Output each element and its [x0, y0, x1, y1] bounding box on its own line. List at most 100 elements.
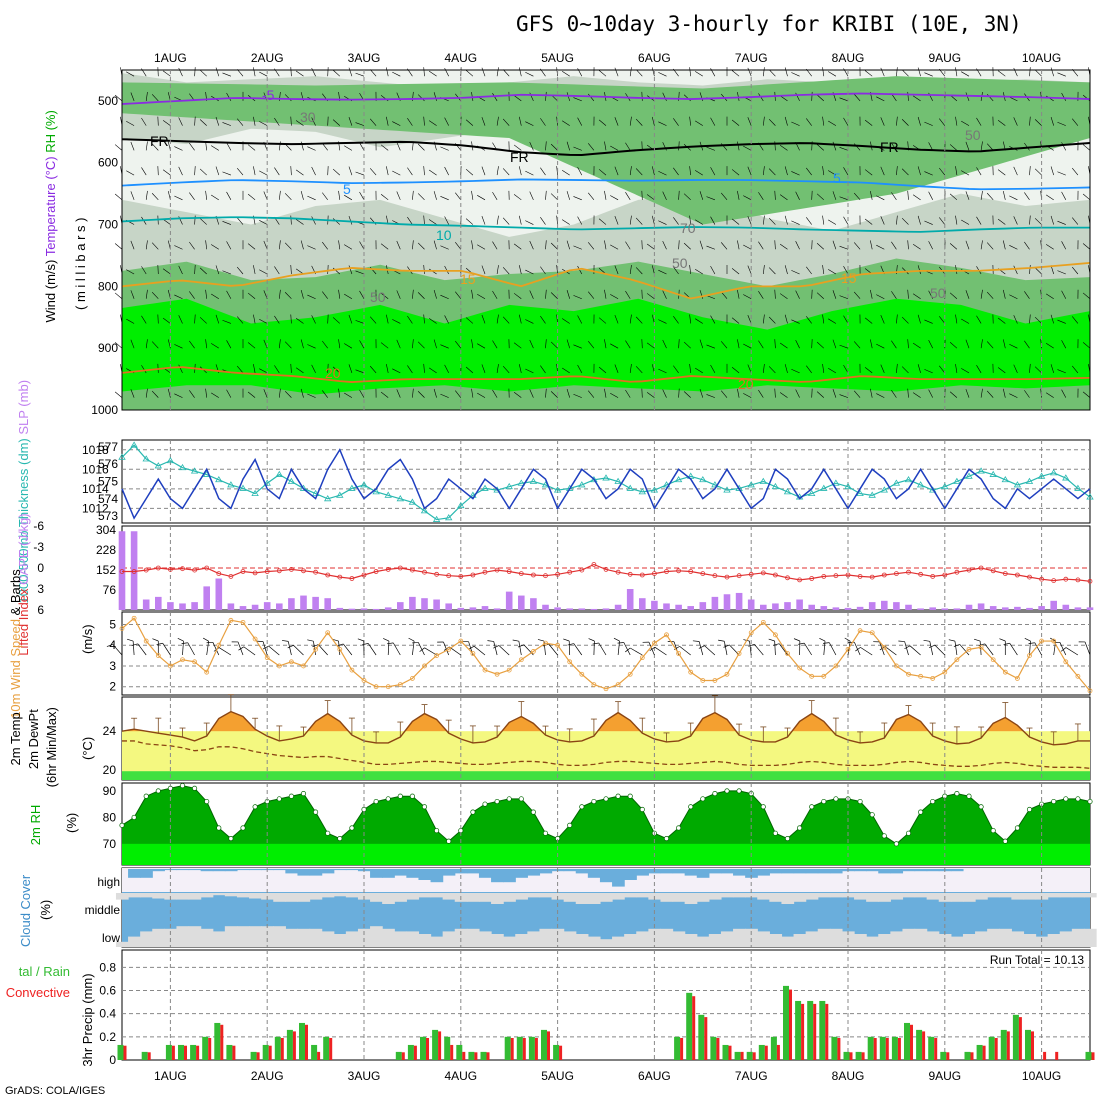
wind-barb	[523, 644, 534, 656]
wind-barb	[635, 69, 643, 77]
cloud-middle-cell	[769, 893, 783, 902]
rh2m-point	[179, 783, 186, 789]
wind-barb	[106, 644, 113, 647]
wind-barb	[1061, 340, 1067, 349]
date-label: 4AUG	[444, 51, 477, 65]
y-tick-label: 900	[98, 341, 118, 355]
wind-barb	[493, 645, 500, 649]
wind-barb	[338, 190, 341, 200]
cloud-low-cell	[454, 928, 468, 947]
top-date-axis: 1AUG 2AUG 3AUG 4AUG 5AUG 6AUG 7AUG 8AUG 9AUG 10AU…	[154, 51, 1061, 65]
wind-barb	[747, 67, 752, 77]
lifted-index-point	[1039, 576, 1044, 582]
cloud-middle-cell	[587, 893, 601, 904]
precip-total-bar	[165, 1044, 172, 1060]
precip-total-bar	[770, 1036, 777, 1060]
wind-barb	[1029, 215, 1031, 225]
wind-barb	[130, 92, 135, 102]
wind-barb	[259, 368, 268, 374]
wind-barb	[610, 343, 619, 349]
wind-barb	[307, 393, 316, 398]
cape-bar	[1026, 607, 1033, 610]
wind-barb	[433, 339, 437, 349]
wind-barb	[322, 192, 328, 200]
wind-barb	[477, 392, 486, 398]
thickness-point	[1074, 484, 1082, 491]
wind-barb	[658, 121, 667, 126]
thickness-point	[444, 514, 453, 521]
wind-barb	[573, 393, 582, 398]
wind-barb	[369, 118, 377, 126]
wind-barb	[648, 641, 655, 656]
wind-barb	[178, 265, 183, 275]
wind-barb	[864, 119, 873, 126]
wind-barb	[126, 269, 135, 275]
wind-barb	[822, 265, 825, 275]
cloud-low-cell	[926, 931, 940, 947]
wind-barb	[114, 292, 123, 299]
cape-bar	[590, 608, 598, 610]
temperature-contour	[121, 178, 1091, 191]
rh2m-point	[857, 798, 863, 805]
wind-barb	[263, 339, 268, 349]
wind-barb	[566, 191, 570, 200]
wind-speed-point	[942, 669, 948, 675]
wind-barb	[853, 341, 861, 349]
thickness-point	[287, 477, 296, 484]
y-tick-label: 0.6	[99, 984, 116, 998]
thickness-point	[251, 489, 259, 497]
wind-barb	[307, 195, 316, 201]
thickness-point	[868, 491, 876, 498]
precip-conv-bar	[486, 1052, 490, 1060]
wind-barb	[604, 190, 607, 200]
y-tick-label: 0.8	[99, 960, 116, 974]
wind-barb	[440, 393, 449, 398]
wind-barb	[803, 642, 812, 656]
thickness-point	[892, 479, 901, 486]
precip-total-bar	[783, 985, 789, 1060]
wind-speed-point	[591, 682, 597, 688]
wind-barb	[513, 391, 522, 398]
thickness-point	[650, 486, 659, 493]
wind-barb	[295, 70, 304, 77]
y-tick-label: 0.2	[99, 1030, 116, 1044]
y-tick-label: -6	[33, 519, 44, 533]
wind-barb	[380, 144, 389, 151]
cloud-high-cell	[708, 869, 722, 874]
wind-barb	[332, 119, 341, 126]
wind-barb	[924, 220, 933, 225]
wind-speed-point	[906, 671, 911, 677]
wind-barb	[965, 92, 970, 102]
cape-bar	[421, 598, 428, 610]
wind-barb	[202, 637, 209, 642]
wind-barb	[843, 117, 849, 126]
thickness-point	[348, 484, 356, 491]
lifted-index-point	[760, 570, 766, 576]
cloud-high-cell	[684, 869, 698, 876]
precip-total-bar	[528, 1036, 535, 1060]
wind-barb	[126, 170, 135, 176]
y-axis-label-part: SLP (mb)	[16, 380, 31, 435]
wind-barb	[1013, 67, 1018, 77]
wind-barb	[477, 343, 486, 349]
wind-barb	[423, 67, 425, 77]
date-label: 5AUG	[541, 51, 574, 65]
wind-barb	[791, 121, 800, 126]
wind-barb	[839, 245, 849, 250]
cape-bar	[578, 608, 586, 610]
precip-conv-bar	[401, 1052, 405, 1060]
wind-barb	[433, 289, 437, 299]
wind-barb	[130, 389, 135, 398]
wind-barb	[662, 191, 667, 200]
wind-barb	[162, 643, 171, 656]
wind-barb	[692, 640, 700, 642]
wind-barb	[238, 646, 244, 651]
wind-barb	[1050, 364, 1054, 373]
panel-frame	[121, 611, 1091, 696]
cloud-low-cell	[733, 928, 746, 947]
wind-barb	[864, 70, 873, 77]
wind-barb	[917, 364, 921, 373]
wind-barb	[658, 269, 667, 275]
cape-bar	[263, 602, 271, 610]
